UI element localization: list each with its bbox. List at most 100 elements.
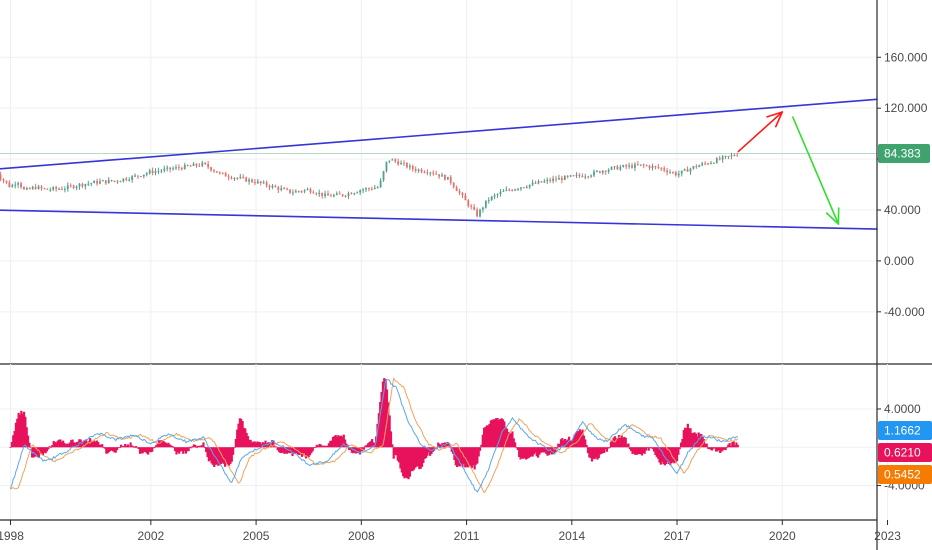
macd-histogram-bar — [638, 447, 641, 455]
drawn-arrow[interactable] — [792, 116, 840, 225]
macd-histogram-bar — [41, 447, 45, 456]
macd-histogram-bar — [184, 447, 188, 454]
candle-body — [552, 178, 554, 181]
macd-histogram-bar — [40, 447, 43, 454]
macd-histogram-bar — [698, 433, 702, 448]
macd-histogram-bar — [627, 443, 630, 448]
macd-histogram-bar — [37, 447, 40, 458]
macd-histogram-bar — [83, 440, 86, 448]
macd-histogram-bar — [76, 441, 80, 448]
macd-histogram-bar — [520, 447, 523, 459]
macd-histogram-bar — [64, 444, 67, 448]
macd-histogram-bar — [80, 442, 84, 448]
drawn-arrowhead[interactable] — [766, 111, 784, 128]
candle-body — [251, 179, 253, 183]
macd-histogram-bar — [294, 447, 297, 454]
macd-histogram-bar — [472, 447, 475, 466]
macd-histogram-bar — [727, 444, 730, 448]
macd-histogram-bar — [203, 446, 206, 448]
macd-histogram-bar — [36, 447, 39, 458]
candle-body — [265, 182, 268, 186]
macd-histogram-bar — [9, 446, 12, 448]
candle-body — [686, 169, 689, 172]
macd-histogram-bar — [388, 415, 391, 448]
candle-body — [128, 179, 131, 181]
macd-histogram-bar — [515, 447, 518, 449]
candle-body — [40, 186, 43, 189]
candle-body — [669, 172, 671, 174]
macd-histogram-bar — [341, 436, 344, 448]
macd-histogram-bar — [39, 447, 42, 455]
macd-histogram-bar — [93, 440, 96, 448]
candle-body — [631, 165, 633, 168]
macd-histogram-bar — [329, 440, 332, 448]
candle-body — [674, 172, 677, 176]
macd-histogram-bar — [427, 447, 430, 453]
macd-histogram-bar — [410, 447, 413, 472]
macd-histogram-bar — [426, 447, 429, 456]
macd-histogram-bar — [589, 447, 592, 459]
candle-body — [487, 199, 490, 201]
macd-histogram-bar — [371, 439, 374, 448]
candle-body — [563, 175, 566, 180]
macd-histogram-bar — [365, 444, 368, 448]
macd-histogram-bar — [151, 447, 154, 452]
macd-histogram-bar — [439, 445, 443, 448]
macd-histogram-bar — [313, 447, 316, 449]
macd-histogram-bar — [18, 414, 22, 448]
candle-body — [210, 167, 212, 171]
macd-histogram-bar — [152, 447, 155, 449]
macd-histogram-bar — [55, 442, 58, 448]
macd-histogram-bar — [682, 430, 685, 448]
candle-body — [239, 176, 242, 178]
drawn-lines[interactable] — [0, 98, 878, 230]
macd-histogram-bar — [358, 447, 362, 455]
macd-histogram-bar — [559, 439, 563, 448]
candle-body — [23, 187, 25, 190]
macd-histogram-bar — [67, 443, 70, 448]
macd-histogram-bar — [612, 437, 615, 448]
time-axis-tick-label: 2011 — [454, 529, 480, 543]
price-y-tick-label: -40.000 — [884, 305, 925, 319]
macd-histogram-bar — [423, 447, 426, 459]
macd-histogram-bar — [174, 447, 177, 452]
candle-body — [730, 155, 733, 157]
candle-body — [341, 194, 344, 196]
drawn-trendline[interactable] — [0, 209, 878, 230]
macd-pane[interactable]: 4.0000-4.0000 1.1662 0.6210 0.5452 — [0, 364, 932, 520]
candle-body — [248, 179, 250, 182]
macd-histogram-bar — [624, 437, 627, 448]
drawn-trendline[interactable] — [0, 98, 878, 170]
macd-histogram-bar — [114, 447, 117, 453]
macd-histogram-bar — [191, 446, 194, 448]
macd-histogram-bar — [723, 447, 726, 450]
macd-histogram-bar — [628, 447, 631, 450]
drawn-arrowhead[interactable] — [825, 207, 840, 225]
macd-histogram-bar — [735, 442, 738, 448]
candle-body — [607, 169, 610, 172]
candle-body — [695, 166, 698, 168]
candle-body — [104, 180, 107, 184]
macd-histogram-bar — [611, 440, 614, 448]
macd-histogram-bar — [306, 447, 309, 458]
macd-histogram-bar — [474, 447, 478, 465]
time-axis[interactable]: 1998 2002 2005 2008 2011 2014 2017 2020 2023 — [0, 520, 901, 543]
candle-body — [560, 177, 563, 180]
candle-body — [546, 179, 549, 182]
candle-body — [140, 176, 142, 178]
candle-body — [303, 189, 306, 192]
macd-histogram-bar — [497, 420, 501, 448]
macd-histogram-bar — [227, 447, 231, 466]
macd-histogram-bar — [349, 447, 352, 451]
price-y-tick-label: 40.000 — [884, 203, 921, 217]
drawn-arrow[interactable] — [737, 111, 784, 153]
macd-histogram-bar — [140, 447, 143, 454]
macd-histogram-bar — [686, 423, 689, 448]
macd-histogram-bar — [196, 446, 200, 448]
macd-histogram-bar — [395, 447, 398, 456]
macd-histogram-bar — [713, 447, 716, 449]
candle-body — [362, 189, 364, 191]
candle-body — [195, 163, 198, 166]
candle-body — [379, 180, 382, 188]
